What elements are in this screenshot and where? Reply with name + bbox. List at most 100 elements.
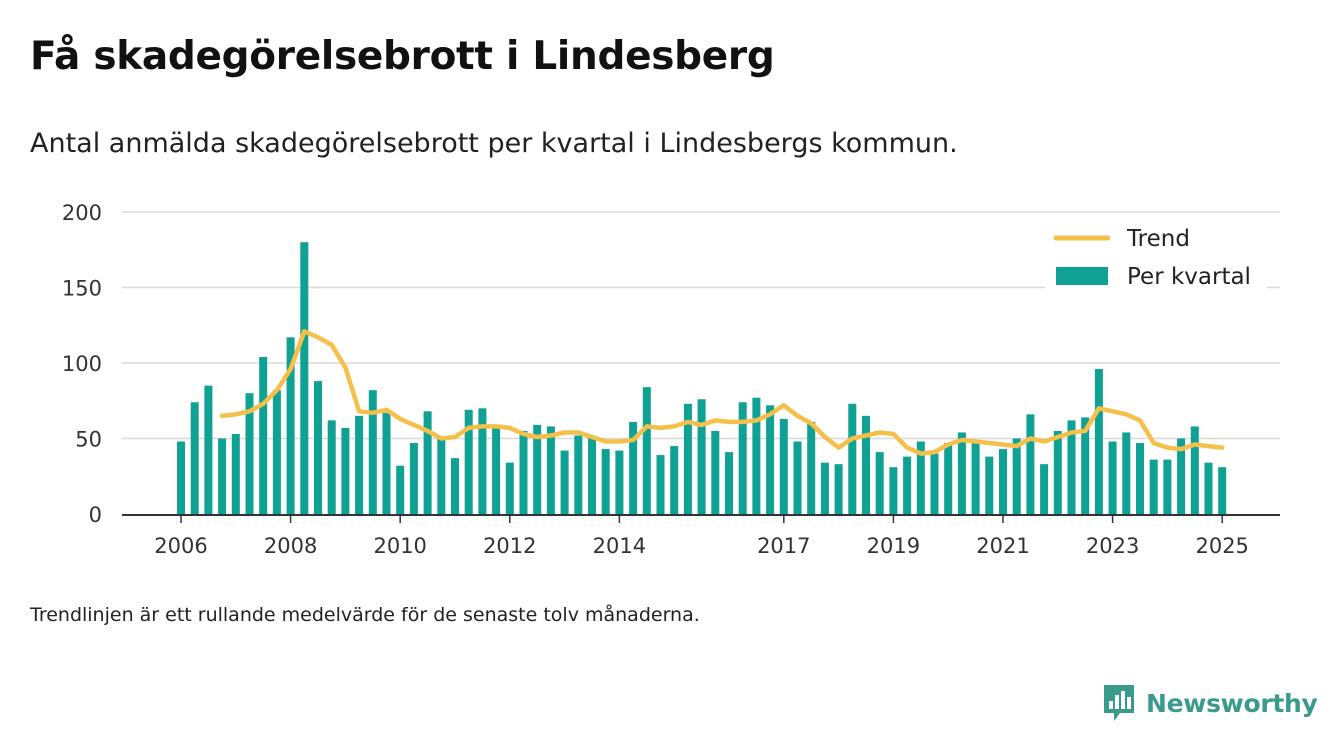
x-tick-label: 2023 — [1086, 534, 1139, 558]
bar — [574, 435, 583, 514]
bar — [889, 467, 898, 514]
bar — [355, 415, 364, 514]
bar — [560, 450, 569, 514]
bar — [464, 409, 473, 514]
bar — [1177, 438, 1186, 514]
bar — [1190, 426, 1199, 514]
bar — [286, 337, 295, 514]
bar — [1040, 464, 1049, 514]
bar — [642, 387, 651, 514]
bar — [1012, 438, 1021, 514]
bar — [423, 411, 432, 514]
bar — [588, 435, 596, 514]
bar — [519, 430, 528, 514]
bar — [451, 458, 459, 514]
bar — [834, 464, 843, 514]
bar — [820, 462, 829, 514]
y-tick-label: 200 — [62, 201, 102, 225]
bar — [875, 452, 884, 514]
bar — [478, 408, 487, 514]
x-tick-label: 2021 — [976, 534, 1029, 558]
y-axis-ticks: 0 50 100 150 200 — [62, 201, 102, 527]
chart-title: Få skadegörelsebrott i Lindesberg — [30, 34, 775, 79]
bar — [957, 432, 966, 514]
bar — [848, 403, 857, 514]
bar — [930, 453, 939, 514]
x-tick-label: 2014 — [593, 534, 646, 558]
bar — [396, 465, 405, 514]
bar — [1163, 459, 1172, 514]
bar — [615, 450, 624, 514]
bar — [629, 421, 638, 514]
legend-bar-swatch — [1056, 267, 1108, 285]
bar — [601, 449, 610, 514]
x-tick-label: 2019 — [867, 534, 920, 558]
bar — [862, 415, 870, 514]
x-axis: 2006 2008 2010 2012 2014 2017 2019 2021 2023 2025 — [122, 514, 1280, 558]
bar — [1026, 414, 1035, 514]
bar — [971, 440, 980, 514]
x-tick-label: 2017 — [757, 534, 810, 558]
brand-name: Newsworthy — [1146, 688, 1318, 718]
bar — [779, 418, 788, 514]
bar — [546, 426, 555, 514]
trend-line — [219, 329, 1225, 456]
bar — [1094, 369, 1103, 514]
bar — [1108, 441, 1117, 514]
y-tick-label: 100 — [62, 352, 102, 376]
bar — [409, 443, 418, 514]
footnote: Trendlinjen är ett rullande medelvärde f… — [30, 604, 700, 626]
bar — [231, 433, 240, 514]
newsworthy-logo-icon — [1104, 685, 1134, 721]
bar — [314, 381, 322, 514]
brand-logo: Newsworthy — [1102, 682, 1318, 724]
bar — [1149, 459, 1158, 514]
x-tick-label: 2025 — [1195, 534, 1248, 558]
bar — [327, 420, 336, 514]
bar — [1067, 420, 1076, 514]
y-tick-label: 50 — [75, 428, 102, 452]
bar — [1204, 462, 1213, 514]
bar — [505, 462, 514, 514]
bar — [259, 356, 268, 514]
bar — [752, 397, 761, 514]
bar — [656, 455, 665, 514]
bar — [341, 427, 350, 514]
x-tick-label: 2008 — [264, 534, 317, 558]
bar — [1218, 467, 1227, 514]
bar — [999, 449, 1007, 514]
x-tick-label: 2012 — [483, 534, 536, 558]
bar — [300, 242, 309, 514]
bar — [670, 446, 679, 514]
x-tick-label: 2010 — [373, 534, 426, 558]
legend-trend-label: Trend — [1126, 226, 1190, 252]
x-tick-label: 2006 — [154, 534, 207, 558]
bar — [177, 441, 185, 514]
bar — [738, 402, 747, 514]
bar — [725, 452, 733, 514]
legend-bar-label: Per kvartal — [1127, 264, 1251, 290]
bar — [190, 402, 199, 514]
y-tick-label: 150 — [62, 277, 102, 301]
chart-canvas: 0 50 100 150 200 2006 2008 2010 2012 2014 2017 201… — [62, 201, 1280, 558]
legend: Trend Per kvartal — [1045, 222, 1267, 292]
bar — [1053, 430, 1062, 514]
bar — [272, 390, 281, 514]
bar — [204, 385, 213, 514]
bar — [793, 441, 802, 514]
bar — [697, 399, 706, 514]
bar — [533, 424, 542, 514]
bar — [1122, 432, 1131, 514]
bar — [985, 456, 994, 514]
bar — [1081, 417, 1090, 514]
trend-series — [219, 329, 1225, 456]
bar — [807, 421, 816, 514]
bar — [766, 405, 775, 514]
bar — [711, 430, 720, 514]
bar — [1136, 443, 1144, 514]
bar — [368, 390, 377, 514]
bar — [437, 438, 446, 514]
chart-subtitle: Antal anmälda skadegörelsebrott per kvar… — [30, 128, 958, 159]
bar — [382, 412, 391, 514]
y-tick-label: 0 — [89, 503, 102, 527]
